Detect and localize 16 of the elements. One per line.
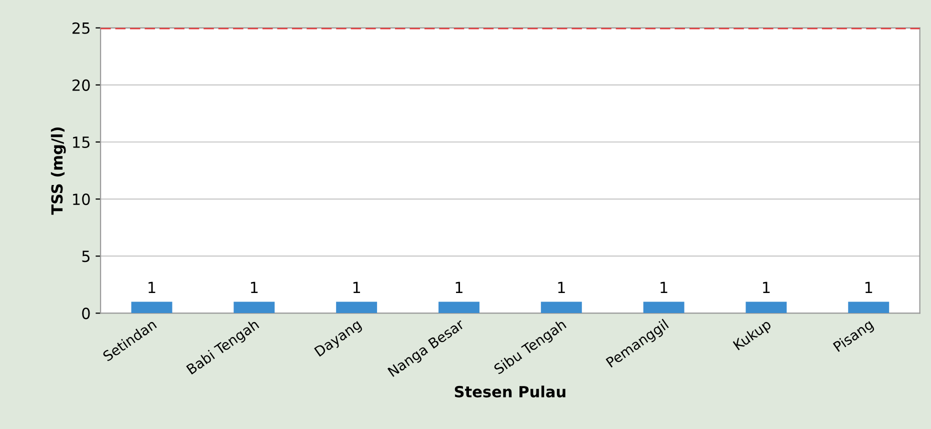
data-label: 1 <box>353 282 360 294</box>
y-tick-label: 5 <box>82 250 90 262</box>
y-tick-label: 15 <box>73 136 90 148</box>
y-axis-title: TSS (mg/l) <box>50 127 66 215</box>
data-label: 1 <box>763 282 770 294</box>
y-tick-label: 20 <box>72 79 90 91</box>
x-axis-title: Stesen Pulau <box>454 386 566 398</box>
y-tick-label: 0 <box>82 308 90 320</box>
data-label: 1 <box>456 282 462 294</box>
data-label: 1 <box>250 282 258 294</box>
y-tick-label: 10 <box>73 194 90 206</box>
y-tick-label: 25 <box>72 22 90 34</box>
data-label: 1 <box>865 282 872 294</box>
data-label: 1 <box>148 282 156 294</box>
data-label: 1 <box>558 282 565 294</box>
data-label: 1 <box>660 282 668 294</box>
